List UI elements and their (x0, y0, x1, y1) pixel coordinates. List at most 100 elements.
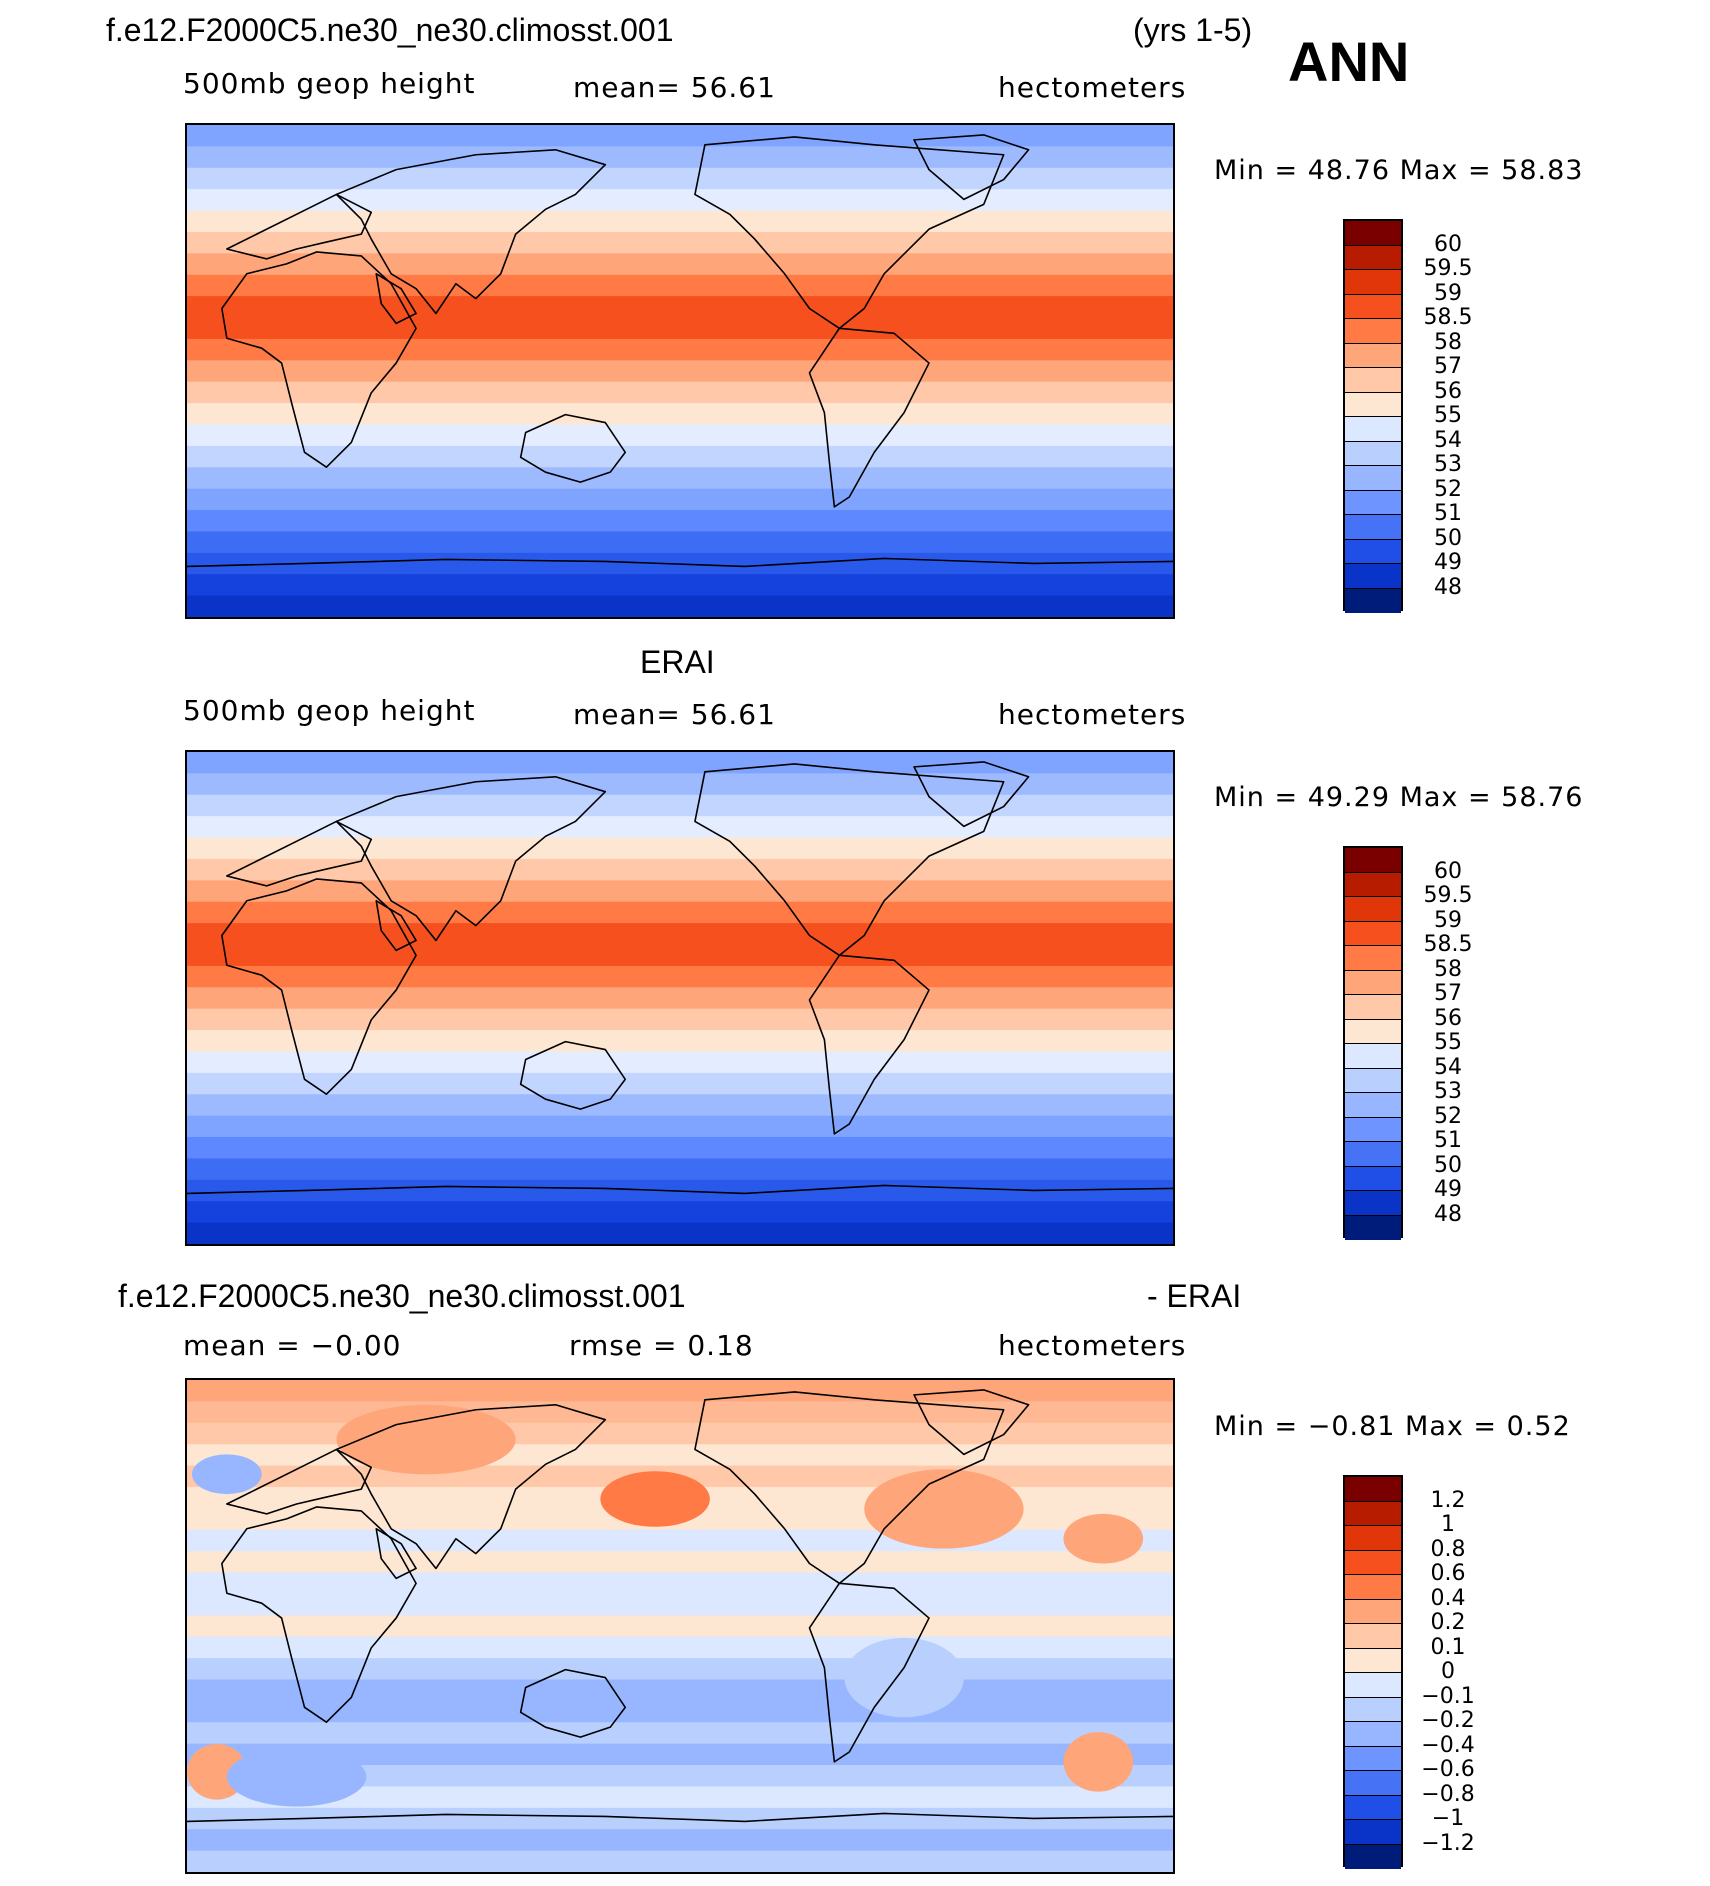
map-contour-band (187, 1115, 1173, 1139)
map-contour-band (187, 1551, 1173, 1574)
map-contour-band (187, 125, 1173, 148)
coastline (187, 557, 1173, 568)
map-contour-band (187, 595, 1173, 617)
colorbar-swatch (1345, 221, 1401, 246)
panel2-colorbar (1343, 846, 1403, 1240)
colorbar-swatch (1345, 1722, 1401, 1747)
map-contour-band (187, 381, 1173, 405)
panel3-title-right: - ERAI (1147, 1278, 1242, 1314)
map-contour-band (187, 146, 1173, 169)
colorbar-swatch (1345, 1575, 1401, 1600)
map-contour-band (187, 1786, 1173, 1809)
coastline (808, 1582, 930, 1763)
panel1-map (185, 123, 1175, 619)
colorbar-swatch (1345, 466, 1401, 491)
colorbar-swatch (1345, 1501, 1401, 1526)
colorbar-swatch (1345, 995, 1401, 1020)
coastline (221, 878, 417, 1096)
map-contour-band (187, 1137, 1173, 1160)
colorbar-swatch (1345, 1624, 1401, 1649)
coastline (335, 776, 607, 942)
map-contour-band (187, 424, 1173, 447)
colorbar-label: 58 (1434, 329, 1462, 355)
colorbar-swatch (1345, 564, 1401, 589)
map-contour-band (187, 773, 1173, 796)
map-contour-band (187, 1401, 1173, 1424)
colorbar-label: 0.1 (1430, 1634, 1466, 1660)
colorbar-swatch (1345, 1599, 1401, 1624)
coastline (226, 820, 373, 887)
colorbar-label: 53 (1434, 1079, 1462, 1104)
colorbar-label: 59.5 (1423, 883, 1473, 908)
colorbar-swatch (1345, 539, 1401, 564)
coastline (519, 1668, 627, 1738)
map-contour-band (187, 445, 1173, 469)
map-contour-band (187, 901, 1173, 925)
colorbar-swatch (1345, 1795, 1401, 1820)
colorbar-swatch (1345, 270, 1401, 295)
colorbar-label: 50 (1434, 1152, 1462, 1178)
map-contour-band (187, 1094, 1173, 1117)
coastline (519, 1040, 627, 1110)
colorbar-swatch (1345, 946, 1401, 971)
coastline (221, 251, 417, 469)
coastline (913, 1389, 1030, 1456)
panel2-map (185, 750, 1175, 1246)
panel3-minmax: Min = −0.81 Max = 0.52 (1214, 1411, 1571, 1442)
map-contour-band (187, 274, 1173, 298)
colorbar-swatch (1345, 970, 1401, 995)
colorbar-label: 1.2 (1430, 1487, 1466, 1513)
coastline (808, 954, 930, 1135)
coastline (913, 761, 1030, 828)
colorbar-label: 55 (1434, 403, 1462, 428)
colorbar-label: 56 (1434, 1005, 1462, 1031)
colorbar-label: 49 (1434, 550, 1462, 575)
colorbar-swatch (1345, 1771, 1401, 1796)
map-contour-band (187, 231, 1173, 255)
map-contour-band (187, 880, 1173, 903)
map-anomaly-region (336, 1404, 516, 1475)
map-contour-band (187, 1615, 1173, 1638)
map-contour-band (187, 360, 1173, 383)
map-contour-band (187, 1658, 1173, 1681)
colorbar-swatch (1345, 417, 1401, 442)
colorbar-swatch (1345, 1477, 1401, 1502)
map-contour-band (187, 510, 1173, 533)
colorbar-label: 0.2 (1430, 1610, 1466, 1635)
map-contour-band (187, 488, 1173, 512)
map-contour-band (187, 1030, 1173, 1053)
coastline (913, 134, 1030, 201)
panel1-map-plot (187, 125, 1173, 617)
map-contour-band (187, 987, 1173, 1010)
map-contour-band (187, 1850, 1173, 1872)
coastline (187, 1184, 1173, 1195)
map-contour-band (187, 1072, 1173, 1096)
panel3-rmse: rmse = 0.18 (569, 1329, 754, 1362)
map-contour-band (187, 167, 1173, 191)
colorbar-label: −1.2 (1421, 1830, 1475, 1856)
coastline (375, 272, 417, 325)
colorbar-label: 58 (1434, 956, 1462, 982)
colorbar-swatch (1345, 1044, 1401, 1069)
coastline (335, 1404, 607, 1570)
map-contour-band (187, 1572, 1173, 1595)
colorbar-swatch (1345, 1844, 1401, 1869)
colorbar-label: 55 (1434, 1030, 1462, 1055)
colorbar-label: 56 (1434, 378, 1462, 404)
colorbar-swatch (1345, 515, 1401, 540)
colorbar-label: −0.1 (1421, 1683, 1475, 1709)
colorbar-label: 59 (1434, 907, 1462, 933)
years-label: (yrs 1-5) (1133, 12, 1253, 48)
coastline (519, 413, 627, 483)
colorbar-swatch (1345, 319, 1401, 344)
map-anomaly-region (1063, 1513, 1144, 1564)
colorbar-label: 0.4 (1430, 1585, 1466, 1611)
map-contour-band (187, 1158, 1173, 1181)
map-contour-band (187, 317, 1173, 340)
map-anomaly-region (1063, 1732, 1134, 1792)
colorbar-label: −0.6 (1421, 1757, 1475, 1782)
colorbar-swatch (1345, 1166, 1401, 1191)
colorbar-label: 53 (1434, 452, 1462, 477)
colorbar-swatch (1345, 872, 1401, 897)
map-contour-band (187, 858, 1173, 882)
